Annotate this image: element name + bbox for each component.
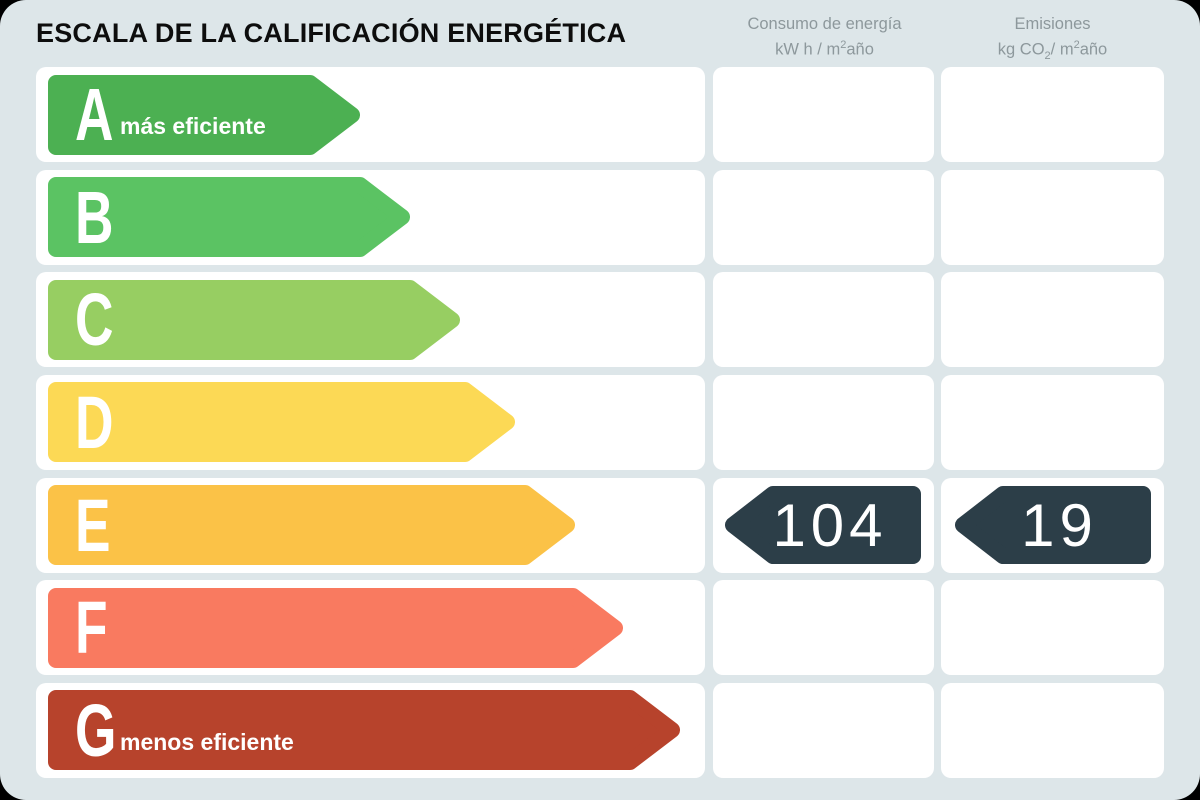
rating-letter: F	[75, 586, 108, 670]
emisiones-cell	[941, 374, 1164, 471]
emisiones-cell	[941, 682, 1164, 778]
rating-letter: G	[75, 688, 117, 772]
scale-row: E 104 19	[36, 477, 1164, 573]
page-title: ESCALA DE LA CALIFICACIÓN ENERGÉTICA	[36, 18, 627, 48]
consumo-cell	[712, 169, 934, 265]
rating-bar-arrow-icon	[48, 587, 623, 668]
consumo-cell	[712, 580, 934, 676]
emisiones-cell: 19	[941, 477, 1164, 573]
consumo-value: 104	[772, 491, 888, 559]
rating-letter: A	[75, 73, 114, 157]
left-arrow-icon	[725, 486, 921, 565]
rating-letter: D	[75, 380, 114, 464]
rating-bar-cell: C	[36, 272, 705, 368]
emisiones-header-line2: kg CO2/ m2año	[997, 39, 1108, 62]
rating-bar-cell: F	[36, 580, 705, 676]
rating-letter: C	[75, 278, 114, 362]
rating-bar-cell: E	[36, 477, 705, 573]
consumo-cell	[712, 682, 934, 778]
scale-row: A más eficiente	[36, 67, 1164, 163]
scale-row: C	[36, 272, 1164, 368]
emisiones-value: 19	[1021, 491, 1098, 559]
rating-bar-label: más eficiente	[120, 113, 266, 140]
rating-bar-cell: D	[36, 374, 705, 471]
consumo-header-line1: Consumo de energía	[747, 15, 902, 33]
consumo-value-arrow: 104	[725, 486, 921, 565]
rating-bar-cell: G menos eficiente	[36, 682, 705, 778]
column-header-consumo: Consumo de energía kW h / m2año	[714, 14, 935, 61]
rating-letter: E	[75, 483, 111, 567]
emisiones-value-arrow: 19	[954, 486, 1151, 565]
rating-bar-arrow-icon	[48, 485, 575, 566]
consumo-cell	[712, 272, 934, 368]
rating-bar-arrow-icon	[48, 382, 515, 463]
rating-bar-cell: B	[36, 169, 705, 265]
rating-bar-label: menos eficiente	[120, 728, 294, 755]
emisiones-cell	[941, 272, 1164, 368]
scale-row: D	[36, 374, 1164, 471]
scale-row: G menos eficiente	[36, 682, 1164, 778]
rating-bar-arrow-icon	[48, 690, 680, 771]
emisiones-cell	[941, 67, 1164, 163]
scale-grid: A más eficiente B C	[36, 67, 1164, 778]
consumo-cell	[712, 374, 934, 471]
rating-letter: B	[75, 175, 114, 259]
consumo-cell: 104	[712, 477, 934, 573]
scale-row: B	[36, 169, 1164, 265]
rating-bar-cell: A más eficiente	[36, 67, 705, 163]
consumo-header-line2: kW h / m2año	[775, 39, 874, 59]
left-arrow-icon	[954, 486, 1151, 565]
emisiones-cell	[941, 580, 1164, 676]
rating-bar-arrow-icon	[48, 279, 460, 360]
rating-bar-arrow-icon	[48, 74, 360, 155]
column-header-emisiones: Emisiones kg CO2/ m2año	[941, 14, 1164, 67]
emisiones-cell	[941, 169, 1164, 265]
rating-bar-arrow-icon	[48, 177, 410, 258]
emisiones-header-line1: Emisiones	[1014, 15, 1091, 33]
consumo-cell	[712, 67, 934, 163]
scale-row: F	[36, 580, 1164, 676]
